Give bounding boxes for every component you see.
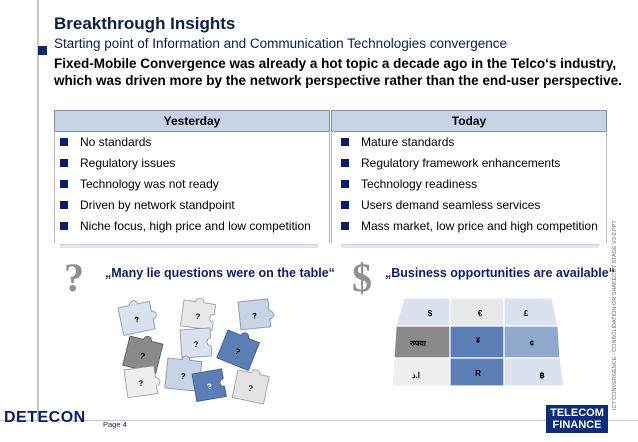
puzzle-piece <box>503 357 564 387</box>
today-quote: „Business opportunities are available“ <box>385 266 615 280</box>
yesterday-quote: „Many lie questions were on the table“ <box>105 266 335 280</box>
yesterday-list: No standards Regulatory issues Technolog… <box>60 134 311 239</box>
list-item: No standards <box>60 134 311 155</box>
list-item: Technology readiness <box>341 176 598 197</box>
svg-text:£: £ <box>524 309 529 318</box>
document-reference: ICT CONVERGENCE - CONSOLIDATION OR SHAKE… <box>612 220 618 410</box>
list-item: Regulatory framework enhancements <box>341 155 598 176</box>
svg-text:?: ? <box>134 315 141 325</box>
today-divider <box>341 244 599 248</box>
telecom-finance-logo: TELECOM FINANCE <box>546 405 608 433</box>
today-list: Mature standards Regulatory framework en… <box>341 134 598 239</box>
dollar-sign-icon: $ <box>352 255 372 300</box>
svg-text:?: ? <box>247 384 254 394</box>
bullet-icon <box>60 180 68 188</box>
left-divider <box>37 0 39 420</box>
puzzle-piece: ? <box>117 300 157 336</box>
svg-text:R: R <box>475 369 481 378</box>
list-item: Users demand seamless services <box>341 197 598 218</box>
list-item: Niche focus, high price and low competit… <box>60 218 311 239</box>
svg-text:?: ? <box>138 378 144 388</box>
svg-text:?: ? <box>252 311 258 320</box>
today-header: Today <box>331 110 607 132</box>
puzzle-piece: ? <box>237 298 274 331</box>
headline-line-1: Fixed-Mobile Convergence was already a h… <box>54 56 617 71</box>
bullet-icon <box>341 180 349 188</box>
puzzle-piece: ? <box>123 365 161 399</box>
svg-text:¥: ¥ <box>476 336 481 345</box>
scattered-puzzle-illustration: ? ? ? ? ? ? ? ? <box>117 297 274 405</box>
svg-text:¢: ¢ <box>530 339 535 348</box>
puzzle-piece: ? <box>179 297 217 331</box>
svg-text:€: € <box>478 309 483 318</box>
svg-text:?: ? <box>195 312 201 322</box>
bullet-icon <box>60 138 68 146</box>
svg-text:?: ? <box>180 371 186 380</box>
detecon-logo: DETECON <box>4 409 86 426</box>
bullet-icon <box>341 159 349 167</box>
svg-text:रुपया: रुपया <box>409 339 427 348</box>
bullet-icon <box>60 201 68 209</box>
page-title: Breakthrough Insights <box>54 14 236 33</box>
puzzle-piece <box>392 357 451 387</box>
today-box <box>331 131 607 243</box>
svg-text:$: $ <box>428 309 433 318</box>
puzzle-piece: ? <box>231 369 270 405</box>
svg-text:฿: ฿ <box>539 371 544 380</box>
question-mark-icon: ? <box>64 255 84 300</box>
svg-text:ا.د: ا.د <box>412 371 420 380</box>
yesterday-header: Yesterday <box>54 110 330 132</box>
yesterday-box <box>54 131 330 243</box>
svg-text:?: ? <box>193 340 199 349</box>
list-item: Driven by network standpoint <box>60 197 311 218</box>
bullet-icon <box>341 222 349 230</box>
page-subtitle: Starting point of Information and Commun… <box>54 36 508 51</box>
bullet-icon <box>341 138 349 146</box>
title-marker <box>38 46 47 55</box>
footer-divider <box>0 420 638 421</box>
list-item: Mass market, low price and high competit… <box>341 218 598 239</box>
bullet-icon <box>341 201 349 209</box>
list-item: Mature standards <box>341 134 598 155</box>
list-item: Regulatory issues <box>60 155 311 176</box>
bullet-icon <box>60 222 68 230</box>
bullet-icon <box>60 159 68 167</box>
puzzle-piece <box>395 297 451 327</box>
page-number: Page 4 <box>103 420 127 429</box>
headline: Fixed-Mobile Convergence was already a h… <box>54 55 622 89</box>
list-item: Technology was not ready <box>60 176 311 197</box>
svg-text:?: ? <box>139 351 146 361</box>
yesterday-divider <box>60 244 318 248</box>
puzzle-piece: ? <box>179 327 213 359</box>
puzzle-piece: ? <box>191 368 227 403</box>
puzzle-piece <box>503 297 559 327</box>
puzzle-piece: ? <box>216 329 261 372</box>
headline-line-2: which was driven more by the network per… <box>54 73 622 88</box>
puzzle-piece: ? <box>122 335 164 374</box>
left-margin <box>0 0 38 442</box>
svg-text:?: ? <box>206 382 212 392</box>
assembled-puzzle-illustration: $ € £ रुपया ¥ ¢ R ا.د ฿ <box>392 297 564 387</box>
svg-text:?: ? <box>234 347 242 357</box>
